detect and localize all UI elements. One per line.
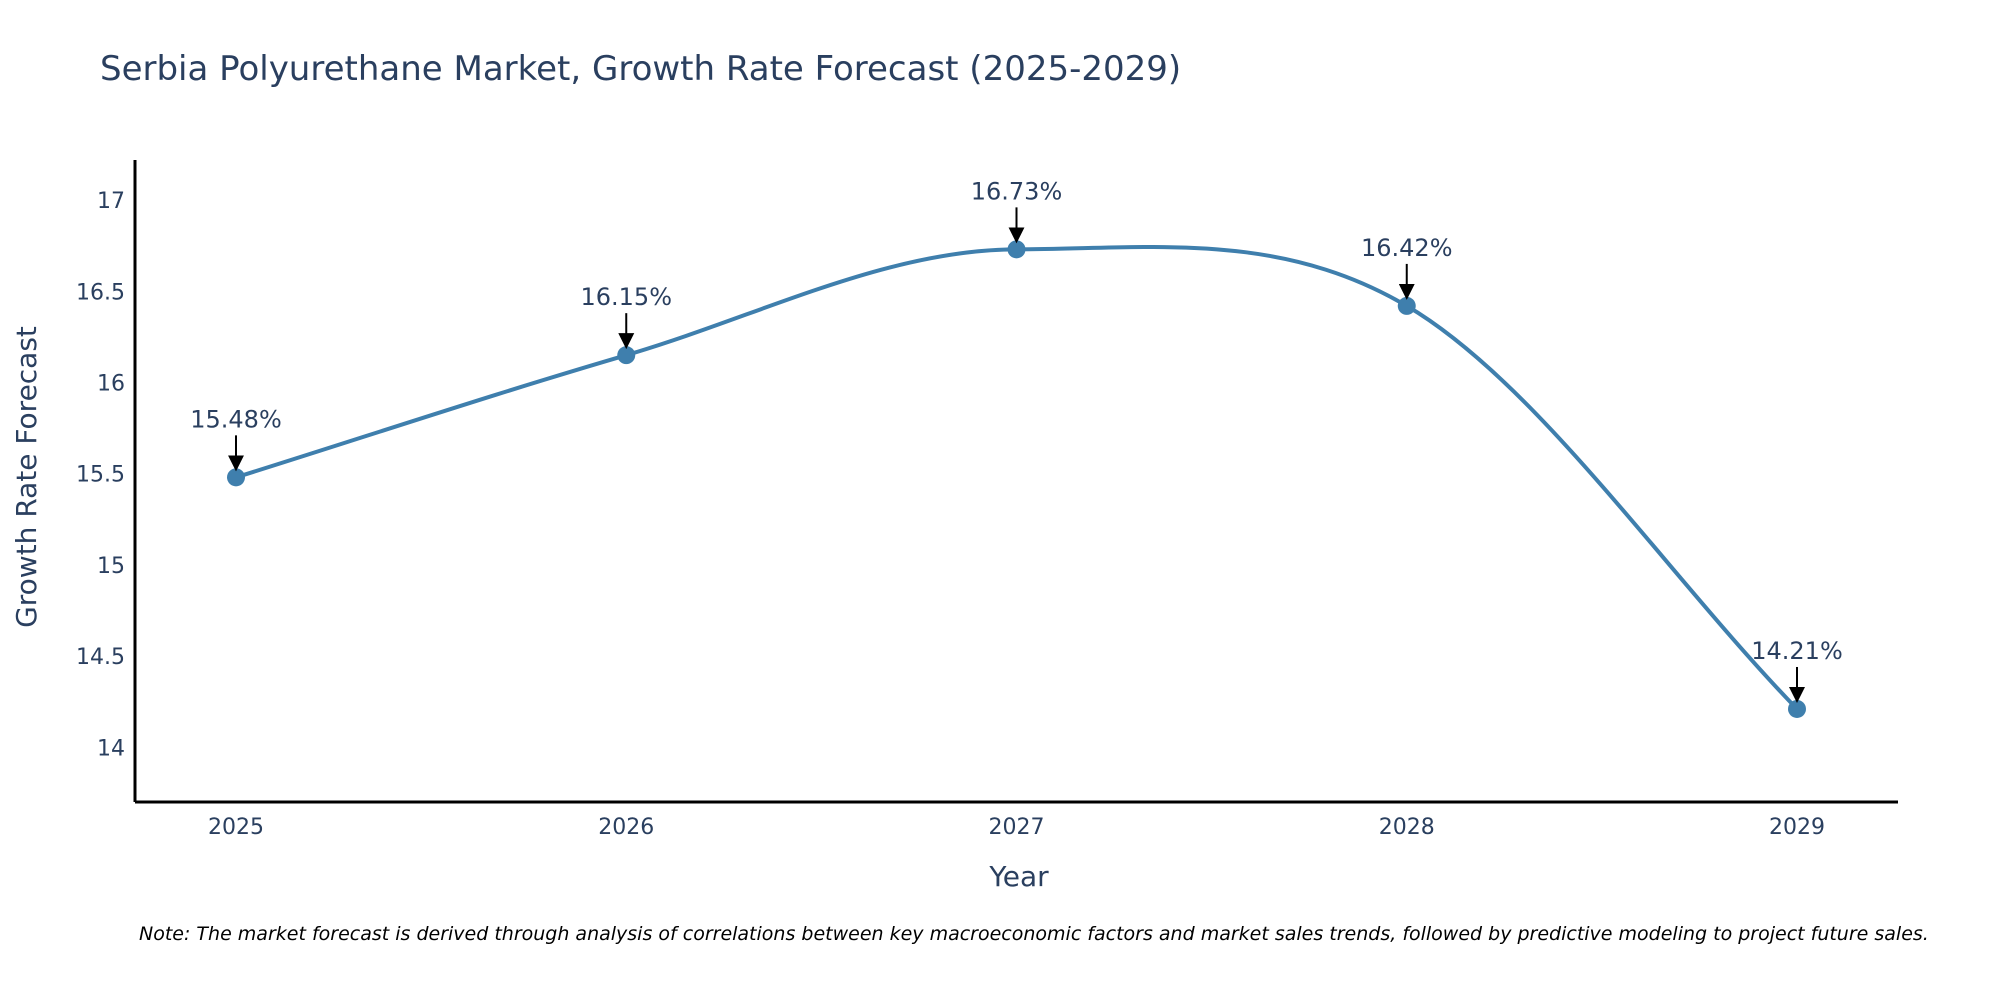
y-axis-title: Growth Rate Forecast (10, 326, 43, 628)
data-label: 15.48% (190, 405, 282, 433)
chart-note: Note: The market forecast is derived thr… (139, 923, 1929, 945)
x-tick-label: 2027 (989, 815, 1045, 840)
data-annotations: 15.48% 16.15% 16.73% 16.42% 14.21% (190, 177, 1843, 703)
chart-title: Serbia Polyurethane Market, Growth Rate … (100, 49, 1181, 89)
y-tick-label: 14 (97, 736, 125, 761)
x-tick-label: 2029 (1769, 815, 1825, 840)
data-label: 14.21% (1751, 637, 1843, 665)
data-point (227, 468, 245, 487)
data-markers (227, 240, 1806, 718)
data-label: 16.42% (1361, 234, 1453, 262)
data-label: 16.73% (971, 177, 1063, 205)
x-axis-title: Year (988, 860, 1049, 893)
data-point (1788, 699, 1806, 718)
y-tick-label: 15.5 (76, 463, 125, 488)
y-tick-label: 16 (97, 372, 125, 397)
y-tick-label: 16.5 (76, 280, 125, 305)
x-tick-label: 2026 (598, 815, 654, 840)
y-tick-label: 14.5 (76, 645, 125, 670)
data-point (1397, 296, 1416, 315)
y-axis-ticks: 14 14.5 15 15.5 16 16.5 17 (76, 189, 125, 761)
y-tick-label: 15 (97, 554, 125, 579)
y-tick-label: 17 (97, 189, 125, 214)
x-tick-label: 2028 (1379, 815, 1435, 840)
x-tick-label: 2025 (208, 815, 264, 840)
data-label: 16.15% (580, 283, 672, 311)
data-point (617, 346, 636, 365)
x-axis-ticks: 2025 2026 2027 2028 2029 (208, 815, 1825, 840)
series-line (235, 245, 1799, 711)
data-point (1007, 240, 1026, 259)
